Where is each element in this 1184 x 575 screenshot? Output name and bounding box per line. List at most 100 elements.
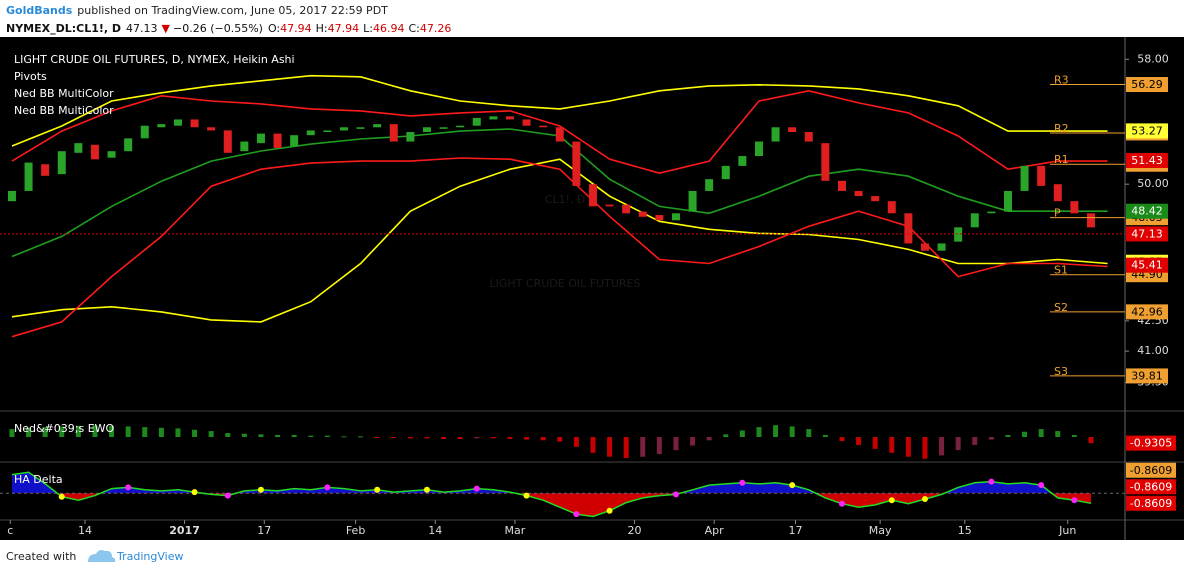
- band-line: [11, 89, 1108, 175]
- x-tick-label: Feb: [346, 524, 365, 537]
- x-tick-label: 15: [958, 524, 972, 537]
- ewo-bar: [872, 437, 878, 449]
- pane-label: HA Delta: [14, 473, 63, 486]
- ewo-bar: [789, 426, 795, 437]
- candle: [821, 143, 830, 181]
- ewo-bar: [374, 437, 380, 438]
- candle: [90, 144, 99, 160]
- pivot-name: S2: [1054, 301, 1068, 314]
- ha-dot: [988, 478, 995, 485]
- pivot-name: R2: [1054, 122, 1069, 135]
- ohlc-label: H:: [316, 22, 328, 35]
- ewo-bar: [457, 437, 463, 439]
- candle: [223, 130, 232, 153]
- ewo-bar: [275, 435, 281, 437]
- candle: [472, 117, 481, 126]
- ohlc-label: L:: [363, 22, 373, 35]
- ha-dot: [573, 511, 580, 518]
- ha-dot: [672, 491, 679, 498]
- ewo-bar: [358, 436, 364, 438]
- ha-dot: [374, 486, 381, 493]
- ohlc-label: O:: [268, 22, 280, 35]
- candle: [721, 165, 730, 180]
- change: −0.26 (−0.55%): [173, 22, 263, 35]
- footer-brand[interactable]: TradingView: [116, 550, 183, 563]
- candle: [190, 119, 199, 128]
- x-tick-label: 17: [257, 524, 271, 537]
- ha-dot: [789, 482, 796, 489]
- legend-entry: Pivots: [14, 70, 47, 83]
- ohlc-label: C:: [408, 22, 419, 35]
- ha-dot: [58, 493, 65, 500]
- ewo-bar: [109, 425, 115, 437]
- candle: [871, 196, 880, 202]
- candle: [887, 201, 896, 214]
- x-tick-label: 14: [78, 524, 92, 537]
- pivot-name: R3: [1054, 74, 1069, 87]
- candle: [572, 141, 581, 186]
- watermark: CL1!, D: [545, 193, 586, 206]
- ewo-bar: [407, 437, 413, 439]
- price-tag: [1126, 123, 1168, 139]
- ewo-bar: [241, 433, 247, 437]
- candle: [970, 213, 979, 228]
- legend-entry: LIGHT CRUDE OIL FUTURES, D, NYMEX, Heiki…: [14, 53, 295, 66]
- candle: [555, 127, 564, 142]
- header-line: GoldBands published on TradingView.com, J…: [6, 4, 388, 17]
- ewo-bar: [922, 437, 928, 459]
- ewo-bar: [607, 437, 613, 457]
- ha-dot: [838, 500, 845, 507]
- ewo-bar: [59, 426, 65, 437]
- ewo-bar: [1005, 435, 1011, 437]
- band-line: [11, 158, 1108, 323]
- candle: [489, 116, 498, 120]
- price-tag-label: 45.41: [1131, 259, 1163, 272]
- ewo-bar: [706, 437, 712, 441]
- candle: [622, 204, 631, 214]
- candle: [207, 127, 216, 131]
- x-tick-label: 14: [428, 524, 442, 537]
- x-tick-label: 2017: [169, 524, 200, 537]
- x-tick-label: 20: [627, 524, 641, 537]
- candle: [256, 133, 265, 144]
- ewo-bar: [1088, 437, 1094, 444]
- logo[interactable]: [88, 550, 116, 562]
- ewo-bar: [524, 437, 530, 440]
- candle: [7, 190, 16, 202]
- ohlc-value: 47.94: [328, 22, 360, 35]
- ewo-tag: [1126, 435, 1176, 451]
- ewo-bar: [623, 437, 629, 459]
- ha-dot: [1038, 482, 1045, 489]
- ha-dot: [191, 489, 198, 496]
- ewo-bar: [490, 437, 496, 439]
- ewo-bar: [175, 428, 181, 437]
- candle: [373, 124, 382, 128]
- candle: [1020, 165, 1029, 191]
- candle: [290, 135, 299, 147]
- author[interactable]: GoldBands: [6, 4, 73, 17]
- ewo-bar: [441, 437, 447, 439]
- ewo-bar: [822, 435, 828, 437]
- ha-dot: [739, 479, 746, 486]
- candle: [323, 130, 332, 133]
- pivot-tag-label: 56.29: [1131, 78, 1163, 91]
- ewo-bar: [889, 437, 895, 453]
- candle: [539, 125, 548, 128]
- ewo-bar: [291, 435, 297, 437]
- price-tag: [1126, 226, 1168, 242]
- header-bg: [0, 0, 1184, 37]
- ewo-bar: [258, 434, 264, 437]
- ewo-bar: [341, 436, 347, 438]
- ha-dot: [423, 486, 430, 493]
- ha-tag-label: -0.8609: [1130, 480, 1172, 493]
- ewo-bar: [972, 437, 978, 445]
- candle: [439, 127, 448, 129]
- ewo-bar: [856, 437, 862, 445]
- ewo-bar: [590, 437, 596, 453]
- candle: [588, 184, 597, 207]
- pivot-name: S3: [1054, 365, 1068, 378]
- candle: [240, 141, 249, 152]
- last: 47.13: [126, 22, 158, 35]
- candle: [522, 119, 531, 126]
- ohlc-value: 47.94: [280, 22, 312, 35]
